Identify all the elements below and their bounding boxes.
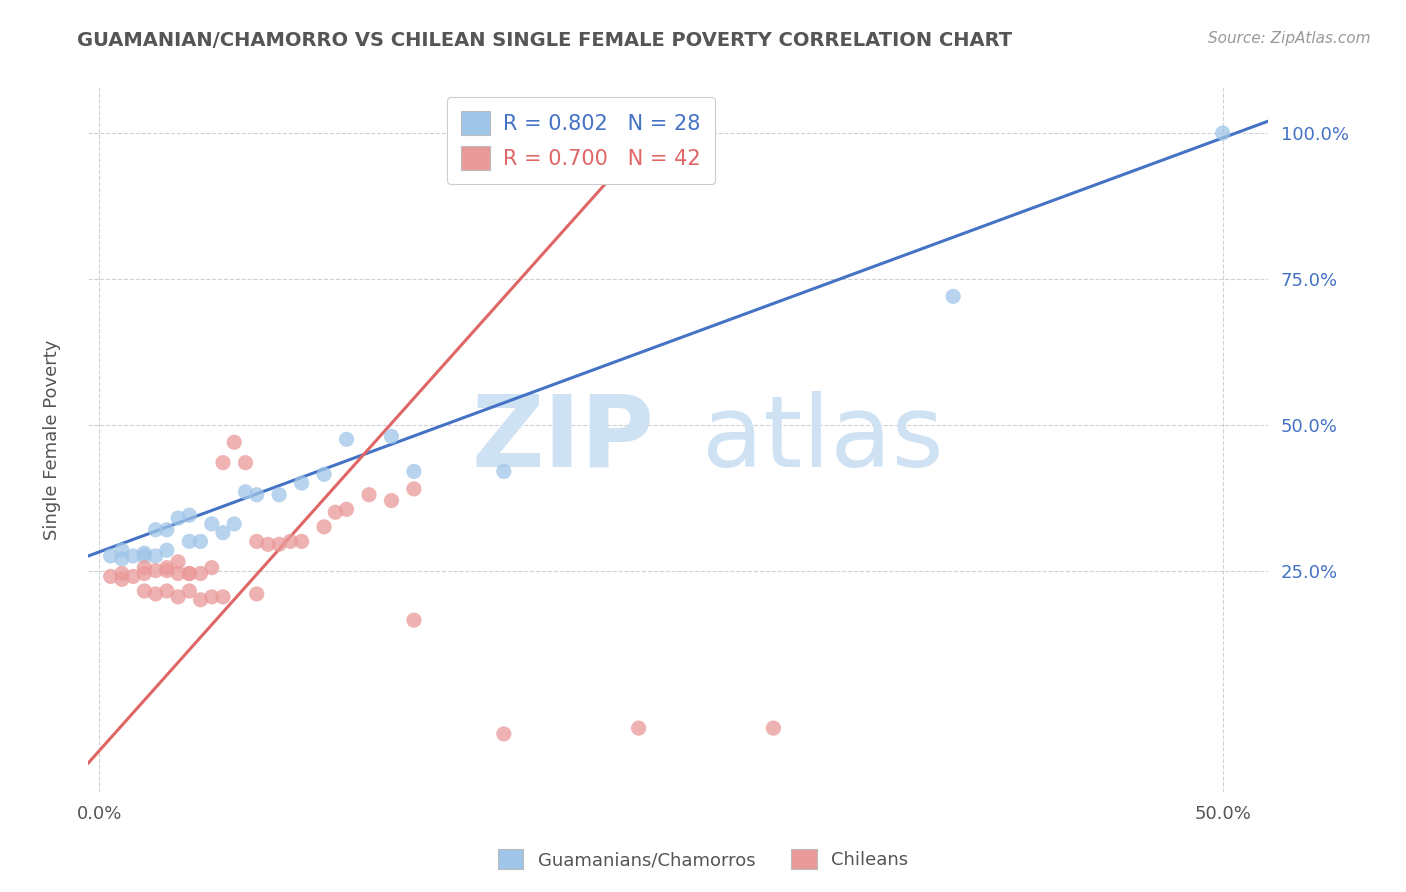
Point (167, 511, 190, 525)
Point (402, 613, 425, 627)
Point (235, 456, 257, 470)
Point (257, 537, 280, 551)
Point (190, 566, 212, 581)
Point (156, 523, 179, 537)
Point (942, 289, 965, 303)
Point (145, 523, 167, 537)
Point (179, 566, 201, 581)
Point (179, 508, 201, 523)
Point (156, 564, 179, 578)
Point (762, 721, 785, 735)
Point (201, 516, 224, 531)
Point (380, 493, 402, 508)
Point (314, 520, 336, 534)
Point (212, 525, 235, 540)
Point (492, 464, 515, 478)
Point (246, 534, 269, 549)
Point (627, 721, 650, 735)
Point (291, 476, 314, 491)
Point (111, 572, 134, 586)
Point (380, 429, 402, 443)
Point (335, 433, 357, 447)
Legend: Guamanians/Chamorros, Chileans: Guamanians/Chamorros, Chileans (489, 839, 917, 879)
Point (122, 569, 145, 583)
Point (190, 592, 212, 607)
Text: atlas: atlas (702, 391, 943, 488)
Point (269, 488, 291, 502)
Point (134, 546, 156, 560)
Point (335, 502, 357, 516)
Point (179, 584, 201, 599)
Text: Source: ZipAtlas.com: Source: ZipAtlas.com (1208, 31, 1371, 46)
Point (167, 566, 190, 581)
Point (201, 590, 224, 604)
Point (167, 555, 190, 569)
Point (224, 435, 246, 450)
Point (402, 482, 425, 496)
Point (179, 566, 201, 581)
Point (134, 549, 156, 563)
Point (100, 569, 122, 583)
Point (134, 560, 156, 574)
Point (134, 584, 156, 599)
Text: GUAMANIAN/CHAMORRO VS CHILEAN SINGLE FEMALE POVERTY CORRELATION CHART: GUAMANIAN/CHAMORRO VS CHILEAN SINGLE FEM… (77, 31, 1012, 50)
Point (156, 584, 179, 599)
Point (212, 456, 235, 470)
Point (492, 727, 515, 741)
Point (402, 464, 425, 478)
Y-axis label: Single Female Poverty: Single Female Poverty (44, 339, 60, 540)
Point (145, 564, 167, 578)
Point (212, 590, 235, 604)
Point (145, 587, 167, 601)
Point (156, 543, 179, 558)
Point (314, 467, 336, 482)
Point (134, 566, 156, 581)
Text: ZIP: ZIP (471, 391, 654, 488)
Point (246, 587, 269, 601)
Point (122, 549, 145, 563)
Point (246, 488, 269, 502)
Point (1212, 126, 1234, 140)
Point (100, 549, 122, 563)
Point (235, 484, 257, 499)
Point (179, 534, 201, 549)
Point (357, 488, 380, 502)
Point (190, 534, 212, 549)
Point (291, 534, 314, 549)
Point (111, 543, 134, 558)
Point (167, 590, 190, 604)
Point (111, 566, 134, 581)
Point (269, 537, 291, 551)
Point (201, 560, 224, 574)
Legend: R = 0.802   N = 28, R = 0.700   N = 42: R = 0.802 N = 28, R = 0.700 N = 42 (447, 96, 716, 185)
Point (224, 516, 246, 531)
Point (145, 549, 167, 563)
Point (323, 505, 346, 519)
Point (156, 560, 179, 574)
Point (280, 534, 302, 549)
Point (111, 552, 134, 566)
